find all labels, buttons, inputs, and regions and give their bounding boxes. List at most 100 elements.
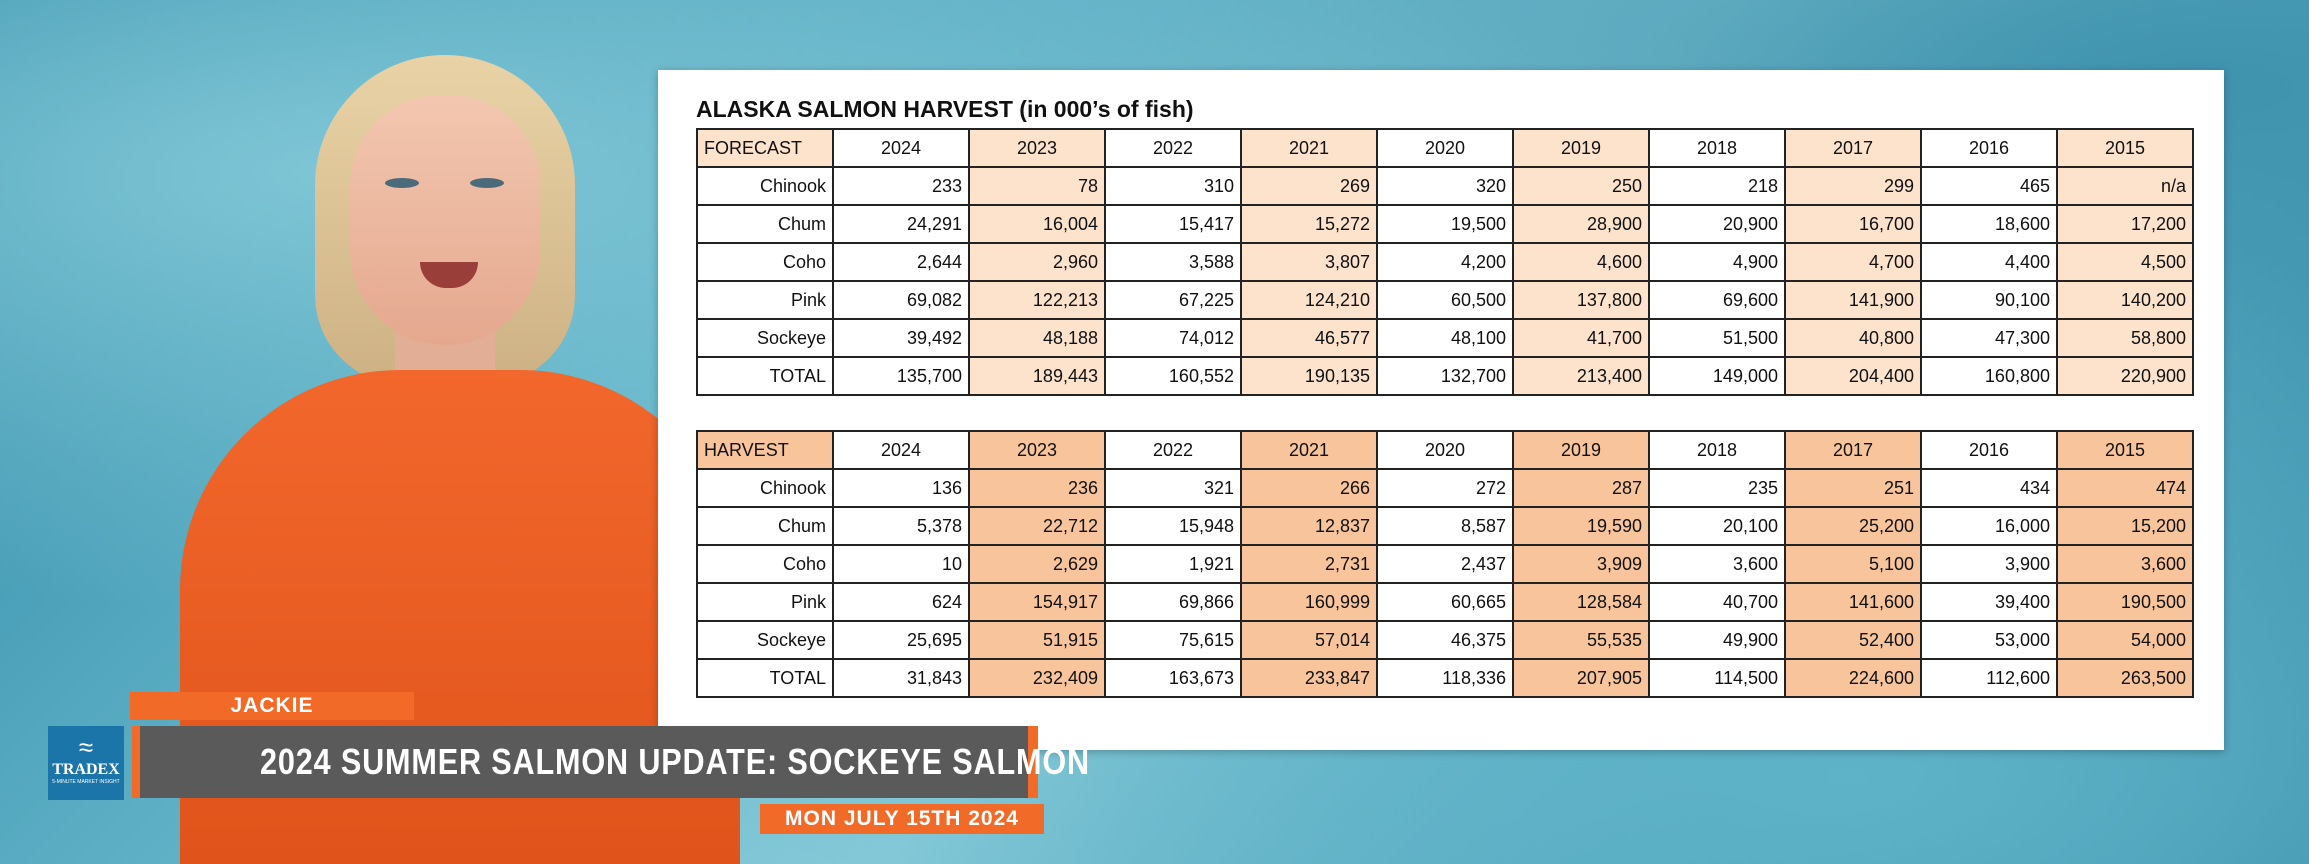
table-cell: 233,847: [1240, 658, 1378, 698]
table-cell: 4,700: [1784, 242, 1922, 282]
table-cell: n/a: [2056, 166, 2194, 206]
logo-tagline: 5-MINUTE MARKET INSIGHT: [52, 779, 120, 785]
table-cell: 19,500: [1376, 204, 1514, 244]
species-label: Coho: [696, 242, 834, 282]
table-cell: 3,909: [1512, 544, 1650, 584]
table-cell: 48,100: [1376, 318, 1514, 358]
presenter-eye: [385, 178, 419, 188]
table-cell: 160,999: [1240, 582, 1378, 622]
table-cell: 49,900: [1648, 620, 1786, 660]
table-cell: 299: [1784, 166, 1922, 206]
table-cell: 69,600: [1648, 280, 1786, 320]
table-cell: 16,000: [1920, 506, 2058, 546]
table-cell: 3,600: [1648, 544, 1786, 584]
table-cell: 236: [968, 468, 1106, 508]
table-cell: 321: [1104, 468, 1242, 508]
species-label: Pink: [696, 582, 834, 622]
table-cell: 74,012: [1104, 318, 1242, 358]
table-row: Pink 624 154,917 69,866 160,999 60,665 128,584…: [696, 582, 2194, 622]
table-cell: 31,843: [832, 658, 970, 698]
presenter-face: [350, 95, 540, 345]
headline-text: 2024 SUMMER SALMON UPDATE: SOCKEYE SALMO…: [260, 741, 1090, 782]
table-row: Sockeye 25,695 51,915 75,615 57,014 46,375 55,…: [696, 620, 2194, 660]
table-cell: 40,800: [1784, 318, 1922, 358]
table-cell: 213,400: [1512, 356, 1650, 396]
table-cell: 141,600: [1784, 582, 1922, 622]
table-cell: 54,000: [2056, 620, 2194, 660]
forecast-table: FORECAST 2024 2023 2022 2021 2020 2019 2018 2017…: [696, 128, 2194, 396]
table-cell: 17,200: [2056, 204, 2194, 244]
table-cell: 48,188: [968, 318, 1106, 358]
table-cell: 69,866: [1104, 582, 1242, 622]
headline-bar: 2024 SUMMER SALMON UPDATE: SOCKEYE SALMO…: [132, 726, 1089, 798]
table-cell: 78: [968, 166, 1106, 206]
table-cell: 3,900: [1920, 544, 2058, 584]
table-cell: 136: [832, 468, 970, 508]
year-header: 2018: [1648, 128, 1786, 168]
table-cell: 207,905: [1512, 658, 1650, 698]
panel-title: ALASKA SALMON HARVEST (in 000’s of fish): [696, 96, 1194, 122]
table-cell: 266: [1240, 468, 1378, 508]
table-cell: 141,900: [1784, 280, 1922, 320]
table-cell: 232,409: [968, 658, 1106, 698]
table-cell: 224,600: [1784, 658, 1922, 698]
table-cell: 154,917: [968, 582, 1106, 622]
table-cell: 52,400: [1784, 620, 1922, 660]
table-cell: 47,300: [1920, 318, 2058, 358]
table-cell: 20,900: [1648, 204, 1786, 244]
year-header: 2017: [1784, 430, 1922, 470]
table-cell: 310: [1104, 166, 1242, 206]
table-cell: 112,600: [1920, 658, 2058, 698]
table-row: TOTAL 31,843 232,409 163,673 233,847 118,336 2…: [696, 658, 2194, 698]
table-cell: 8,587: [1376, 506, 1514, 546]
table-cell: 160,800: [1920, 356, 2058, 396]
table-cell: 263,500: [2056, 658, 2194, 698]
presenter-name: JACKIE: [130, 692, 414, 720]
species-label: TOTAL: [696, 658, 834, 698]
table-cell: 132,700: [1376, 356, 1514, 396]
table-cell: 3,588: [1104, 242, 1242, 282]
year-header: 2018: [1648, 430, 1786, 470]
table-cell: 69,082: [832, 280, 970, 320]
year-header: 2023: [968, 128, 1106, 168]
table-cell: 128,584: [1512, 582, 1650, 622]
table-cell: 124,210: [1240, 280, 1378, 320]
table-cell: 204,400: [1784, 356, 1922, 396]
table-cell: 2,629: [968, 544, 1106, 584]
table-cell: 320: [1376, 166, 1514, 206]
table-cell: 67,225: [1104, 280, 1242, 320]
species-label: Chum: [696, 506, 834, 546]
table-cell: 75,615: [1104, 620, 1242, 660]
table-row: Coho 10 2,629 1,921 2,731 2,437 3,909 3,600 5,10…: [696, 544, 2194, 584]
table-cell: 189,443: [968, 356, 1106, 396]
table-cell: 160,552: [1104, 356, 1242, 396]
table-cell: 46,375: [1376, 620, 1514, 660]
table-cell: 25,695: [832, 620, 970, 660]
wave-icon: ≈: [78, 732, 94, 762]
table-cell: 15,272: [1240, 204, 1378, 244]
table-cell: 5,378: [832, 506, 970, 546]
table-cell: 434: [1920, 468, 2058, 508]
table-cell: 5,100: [1784, 544, 1922, 584]
table-cell: 140,200: [2056, 280, 2194, 320]
year-header: 2015: [2056, 128, 2194, 168]
table-cell: 90,100: [1920, 280, 2058, 320]
table-cell: 190,135: [1240, 356, 1378, 396]
table-row: Chum 5,378 22,712 15,948 12,837 8,587 19,590 20…: [696, 506, 2194, 546]
table-cell: 3,600: [2056, 544, 2194, 584]
table-cell: 1,921: [1104, 544, 1242, 584]
broadcast-date: MON JULY 15TH 2024: [760, 804, 1044, 834]
forecast-label: FORECAST: [696, 128, 834, 168]
species-label: Chinook: [696, 166, 834, 206]
table-cell: 149,000: [1648, 356, 1786, 396]
table-cell: 53,000: [1920, 620, 2058, 660]
table-cell: 60,500: [1376, 280, 1514, 320]
table-cell: 122,213: [968, 280, 1106, 320]
table-cell: 39,492: [832, 318, 970, 358]
table-cell: 2,644: [832, 242, 970, 282]
harvest-table: HARVEST 2024 2023 2022 2021 2020 2019 2018 2017 2…: [696, 430, 2194, 698]
table-cell: 51,500: [1648, 318, 1786, 358]
table-cell: 22,712: [968, 506, 1106, 546]
table-cell: 287: [1512, 468, 1650, 508]
species-label: Sockeye: [696, 318, 834, 358]
